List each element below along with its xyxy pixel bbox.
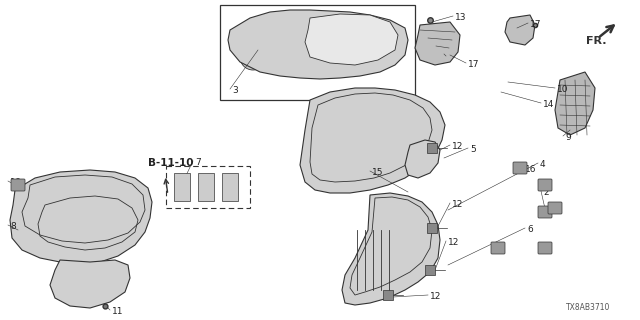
Bar bbox=[425, 265, 435, 275]
Text: TX8AB3710: TX8AB3710 bbox=[566, 303, 610, 312]
Bar bbox=[198, 173, 214, 201]
Text: 10: 10 bbox=[557, 85, 568, 94]
FancyBboxPatch shape bbox=[11, 179, 25, 191]
Text: 11: 11 bbox=[112, 307, 124, 316]
Polygon shape bbox=[415, 22, 460, 65]
Circle shape bbox=[245, 49, 261, 65]
Polygon shape bbox=[50, 260, 130, 308]
Polygon shape bbox=[342, 193, 440, 305]
FancyBboxPatch shape bbox=[538, 179, 552, 191]
Text: B-11-10: B-11-10 bbox=[148, 158, 193, 168]
Polygon shape bbox=[305, 14, 398, 65]
FancyBboxPatch shape bbox=[513, 162, 527, 174]
Polygon shape bbox=[505, 15, 535, 45]
Text: FR.: FR. bbox=[586, 36, 607, 46]
Polygon shape bbox=[405, 140, 440, 178]
Text: 6: 6 bbox=[527, 225, 532, 234]
Text: 12: 12 bbox=[452, 142, 463, 151]
Text: 17: 17 bbox=[530, 20, 541, 29]
Polygon shape bbox=[300, 88, 445, 193]
Polygon shape bbox=[555, 72, 595, 135]
Text: 17: 17 bbox=[468, 60, 479, 69]
Text: 12: 12 bbox=[430, 292, 442, 301]
Text: 7: 7 bbox=[195, 158, 201, 167]
FancyBboxPatch shape bbox=[548, 202, 562, 214]
Text: 15: 15 bbox=[372, 168, 383, 177]
FancyBboxPatch shape bbox=[491, 242, 505, 254]
Bar bbox=[174, 173, 190, 201]
Text: 13: 13 bbox=[455, 13, 467, 22]
Bar bbox=[427, 143, 437, 153]
Polygon shape bbox=[228, 10, 408, 79]
Text: 16: 16 bbox=[10, 178, 22, 187]
Text: 4: 4 bbox=[540, 160, 546, 169]
Bar bbox=[220, 5, 415, 100]
Text: 8: 8 bbox=[10, 222, 16, 231]
Text: 16: 16 bbox=[525, 165, 536, 174]
Text: 12: 12 bbox=[452, 200, 463, 209]
FancyBboxPatch shape bbox=[538, 242, 552, 254]
Text: 3: 3 bbox=[232, 86, 237, 95]
Polygon shape bbox=[10, 170, 152, 264]
FancyBboxPatch shape bbox=[538, 206, 552, 218]
Text: 5: 5 bbox=[470, 145, 476, 154]
Text: 9: 9 bbox=[565, 133, 571, 142]
Text: 2: 2 bbox=[543, 188, 548, 197]
Bar bbox=[222, 173, 238, 201]
Text: 14: 14 bbox=[543, 100, 554, 109]
Text: 12: 12 bbox=[448, 238, 460, 247]
Bar bbox=[427, 223, 437, 233]
Circle shape bbox=[240, 44, 266, 70]
Bar bbox=[383, 290, 393, 300]
Text: 1: 1 bbox=[553, 205, 559, 214]
